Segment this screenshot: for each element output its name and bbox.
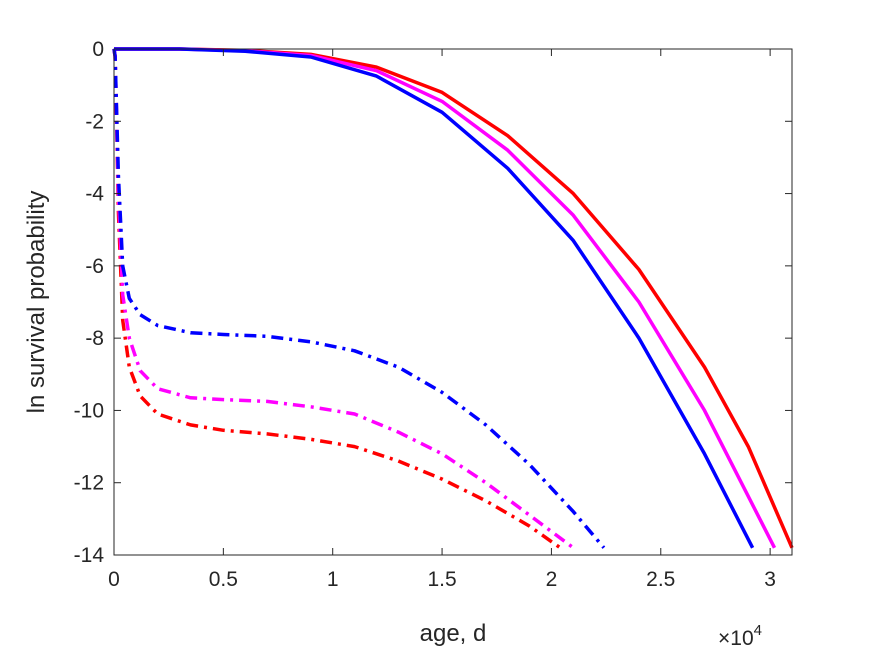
y-tick-label: -4 — [85, 183, 104, 206]
x-exponent-label: ×104 — [718, 622, 762, 650]
series-line-5 — [112, 48, 575, 550]
series-line-6 — [112, 48, 606, 549]
x-exponent-power: 4 — [754, 622, 762, 639]
x-tick-label: 0.5 — [209, 568, 238, 591]
x-tick-label: 1.5 — [427, 568, 456, 591]
tick-layer: 0 0.5 1 1.5 2 2.5 3 0 -2 -4 -6 -8 -10 -12 -14 — [74, 38, 792, 591]
x-axis-label: age, d — [420, 620, 487, 647]
y-tick-label: -10 — [74, 399, 104, 422]
plot-background — [114, 49, 792, 555]
plot-box — [113, 48, 793, 556]
y-tick-label: -12 — [74, 472, 104, 495]
y-tick-label: -6 — [85, 255, 104, 278]
y-axis-label: ln survival probability — [23, 191, 50, 414]
x-tick-label: 2 — [546, 568, 558, 591]
x-tick-label: 2.5 — [646, 568, 675, 591]
y-tick-label: -2 — [85, 110, 104, 133]
x-tick-label: 0 — [108, 568, 120, 591]
x-tick-label: 3 — [764, 568, 776, 591]
y-tick-label: -8 — [85, 327, 104, 350]
x-tick-label: 1 — [327, 568, 339, 591]
y-tick-label: 0 — [92, 38, 104, 61]
y-tick-label: -14 — [74, 544, 105, 567]
x-exponent-base: ×10 — [718, 627, 754, 650]
